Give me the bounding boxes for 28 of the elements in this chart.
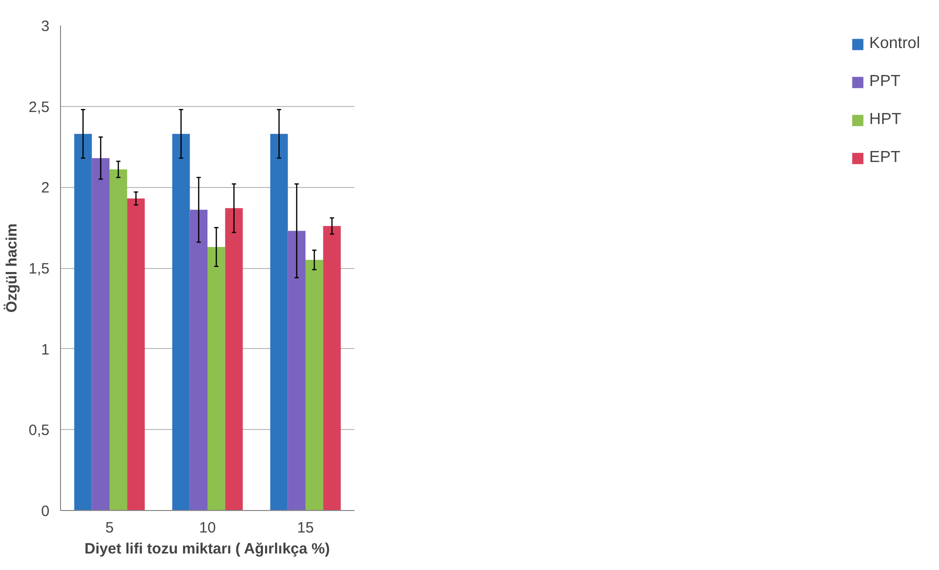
- legend-label: HPT: [869, 111, 902, 129]
- y-tick-label: 2,5: [28, 98, 50, 116]
- legend-label: EPT: [869, 149, 900, 167]
- bar: [172, 134, 190, 510]
- y-axis-title: Özgül hacim: [4, 223, 21, 313]
- bar: [323, 226, 341, 510]
- y-tick-label: 3: [41, 18, 50, 35]
- bar: [92, 158, 110, 510]
- bar: [270, 134, 288, 510]
- legend-label: Kontrol: [869, 35, 920, 53]
- bar: [127, 198, 145, 510]
- y-tick-label: 0,5: [28, 422, 50, 440]
- x-axis-title: Diyet lifi tozu miktarı ( Ağırlıkça %): [84, 540, 330, 558]
- y-tick-label: 2: [41, 180, 50, 197]
- x-tick-label: 15: [297, 520, 314, 536]
- bar: [288, 230, 306, 510]
- y-tick-label: 1: [41, 341, 50, 358]
- bar: [306, 260, 324, 510]
- legend-label: PPT: [869, 73, 900, 91]
- y-tick-label: 1,5: [28, 260, 50, 278]
- bar: [190, 210, 208, 510]
- y-tick-label: 0: [41, 503, 50, 520]
- bar: [110, 169, 128, 510]
- bar: [74, 134, 92, 510]
- bar: [225, 208, 243, 510]
- bar: [208, 246, 226, 510]
- x-tick-label: 10: [199, 520, 216, 536]
- x-tick-label: 5: [105, 520, 114, 536]
